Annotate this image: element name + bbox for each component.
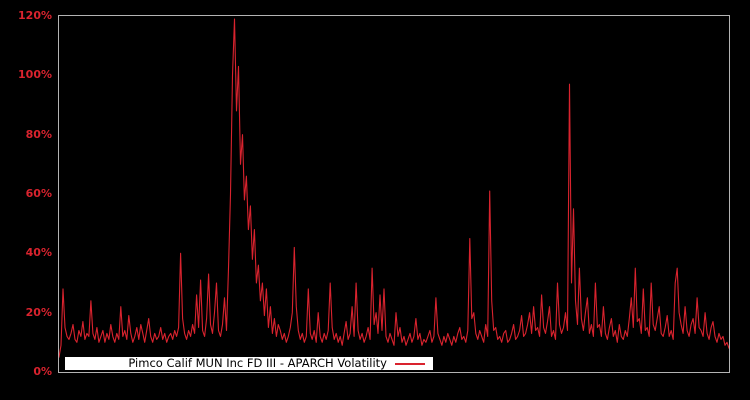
plot-area: Pimco Calif MUN Inc FD III - APARCH Vola… xyxy=(58,15,730,373)
legend: Pimco Calif MUN Inc FD III - APARCH Vola… xyxy=(65,357,433,370)
volatility-line xyxy=(59,18,729,358)
legend-label: Pimco Calif MUN Inc FD III - APARCH Vola… xyxy=(128,356,387,370)
y-axis: 0% 20% 40% 60% 80% 100% 120% xyxy=(0,0,54,400)
y-axis-tick-label: 40% xyxy=(25,246,52,260)
y-axis-tick-label: 100% xyxy=(18,68,52,82)
y-axis-tick-label: 120% xyxy=(18,9,52,22)
y-axis-tick-label: 60% xyxy=(25,187,52,200)
y-axis-tick-label: 0% xyxy=(33,365,52,378)
y-axis-tick-label: 80% xyxy=(25,127,52,141)
legend-line-swatch-icon xyxy=(395,362,425,365)
y-axis-tick-label: 20% xyxy=(25,305,52,319)
plot-canvas xyxy=(59,18,729,358)
